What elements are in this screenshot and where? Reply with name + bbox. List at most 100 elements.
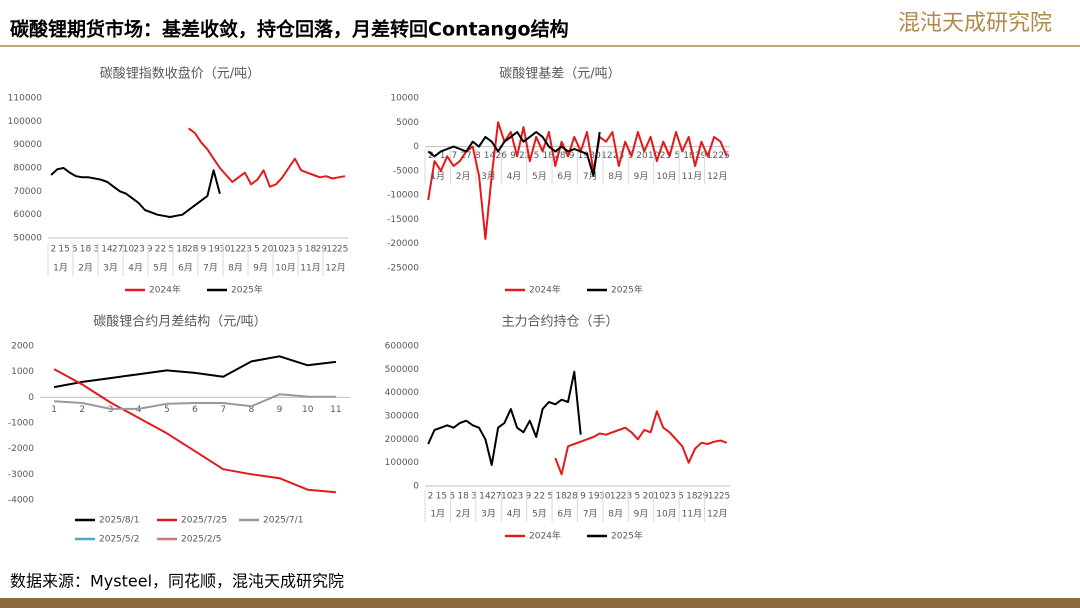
x-month-label: 12月 <box>707 509 727 520</box>
x-day-label: 10 <box>273 245 285 255</box>
x-day-label: 15 <box>58 245 69 255</box>
x-day-label: 2 <box>428 151 434 161</box>
x-day-label: 12 <box>601 151 612 161</box>
x-day-label: 29 <box>315 245 327 255</box>
series-line <box>554 410 728 476</box>
x-tick-label: 8 <box>248 405 254 415</box>
x-day-label: 9 <box>147 245 153 255</box>
x-day-label: 12 <box>610 492 621 502</box>
x-day-label: 5 <box>254 245 260 255</box>
x-day-label: 23 <box>240 245 251 255</box>
x-day-label: 2 <box>50 245 56 255</box>
x-day-label: 18 <box>542 151 554 161</box>
x-month-label: 4月 <box>507 171 522 182</box>
x-day-label: 30 <box>219 245 231 255</box>
x-day-label: 1 <box>440 151 446 161</box>
x-day-label: 12 <box>230 245 241 255</box>
series-line <box>53 368 336 494</box>
x-day-label: 5 <box>547 492 553 502</box>
series-line <box>427 370 582 466</box>
x-day-label: 5 <box>674 151 680 161</box>
x-day-label: 12 <box>708 492 719 502</box>
x-month-label: 10月 <box>656 509 676 520</box>
y-tick-label: 90000 <box>13 140 42 150</box>
y-tick-label: 70000 <box>13 187 42 197</box>
x-day-label: 5 <box>72 245 78 255</box>
x-month-label: 6月 <box>557 509 572 520</box>
x-day-label: 23 <box>133 245 144 255</box>
x-day-label: 5 <box>168 245 174 255</box>
x-day-label: 14 <box>479 492 491 502</box>
x-month-label: 4月 <box>128 263 143 274</box>
x-day-label: 5 <box>627 151 633 161</box>
y-tick-label: 60000 <box>13 210 42 220</box>
y-tick-label: 50000 <box>13 234 42 244</box>
x-day-label: 18 <box>176 245 188 255</box>
x-tick-label: 10 <box>302 405 314 415</box>
source-note: 数据来源：Mysteel，同花顺，混沌天成研究院 <box>10 572 344 591</box>
x-day-label: 12 <box>707 151 718 161</box>
x-month-label: 1月 <box>430 509 445 520</box>
x-month-label: 3月 <box>481 171 496 182</box>
x-month-label: 6月 <box>178 263 193 274</box>
y-tick-label: 100000 <box>8 117 43 127</box>
legend-label: 2025年 <box>611 530 643 542</box>
x-day-label: 14 <box>484 151 496 161</box>
x-day-label: 23 <box>283 245 294 255</box>
x-month-label: 9月 <box>634 171 649 182</box>
x-day-label: 23 <box>660 151 671 161</box>
x-day-label: 27 <box>112 245 123 255</box>
x-day-label: 2 <box>428 492 434 502</box>
x-day-label: 9 <box>200 245 206 255</box>
legend-label: 2024年 <box>529 530 561 542</box>
legend-label: 2025/7/1 <box>263 516 303 526</box>
x-day-label: 10 <box>501 492 513 502</box>
y-tick-label: 0 <box>413 482 419 492</box>
x-tick-label: 2 <box>79 405 85 415</box>
y-tick-label: -1000 <box>8 419 34 429</box>
x-month-label: 2月 <box>456 171 471 182</box>
x-day-label: 18 <box>80 245 92 255</box>
x-day-label: 5 <box>678 492 684 502</box>
y-tick-label: 500000 <box>385 365 420 375</box>
legend-label: 2025/7/25 <box>181 516 227 526</box>
x-day-label: 20 <box>262 245 274 255</box>
x-day-label: 27 <box>490 492 501 502</box>
y-tick-label: 110000 <box>8 94 43 104</box>
x-month-label: 7月 <box>203 263 218 274</box>
y-tick-label: -25000 <box>387 264 419 274</box>
x-day-label: 10 <box>653 492 665 502</box>
x-month-label: 11月 <box>300 263 320 274</box>
x-day-label: 29 <box>697 492 709 502</box>
x-day-label: 25 <box>719 492 730 502</box>
y-tick-label: 2000 <box>11 342 34 352</box>
x-month-label: 9月 <box>634 509 649 520</box>
x-month-label: 4月 <box>507 509 522 520</box>
x-day-label: 27 <box>460 151 471 161</box>
series-line <box>50 167 221 218</box>
legend-label: 2025/2/5 <box>181 535 221 545</box>
x-tick-label: 9 <box>277 405 283 415</box>
x-month-label: 9月 <box>253 263 268 274</box>
chart-title: 碳酸锂指数收盘价（元/吨） <box>100 66 260 82</box>
x-day-label: 8 <box>475 151 481 161</box>
y-tick-label: 300000 <box>385 412 420 422</box>
x-tick-label: 7 <box>220 405 226 415</box>
x-month-label: 6月 <box>557 171 572 182</box>
x-month-label: 11月 <box>682 171 702 182</box>
x-day-label: 12 <box>326 245 337 255</box>
legend-label: 2024年 <box>529 284 561 296</box>
y-tick-label: -3000 <box>8 470 34 480</box>
y-tick-label: -15000 <box>387 215 419 225</box>
y-tick-label: 1000 <box>11 367 34 377</box>
x-month-label: 10月 <box>275 263 295 274</box>
series-line <box>188 127 346 188</box>
x-day-label: 5 <box>449 492 455 502</box>
x-day-label: 28 <box>187 245 199 255</box>
x-day-label: 18 <box>305 245 317 255</box>
x-month-label: 3月 <box>481 509 496 520</box>
x-day-label: 18 <box>555 492 567 502</box>
x-day-label: 9 <box>569 151 575 161</box>
x-day-label: 22 <box>155 245 166 255</box>
